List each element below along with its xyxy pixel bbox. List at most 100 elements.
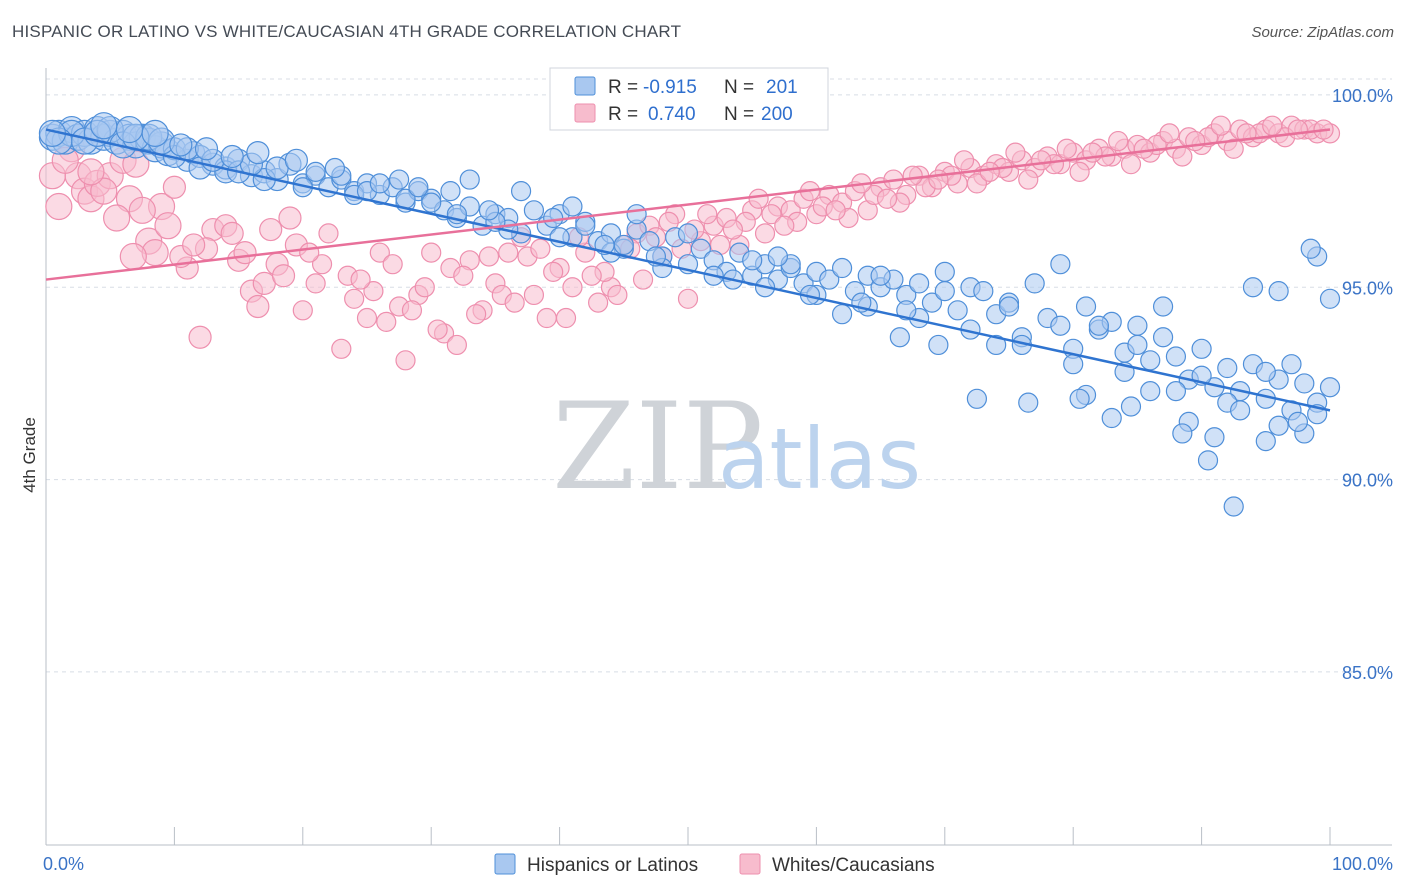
whites-caucasians-point	[119, 242, 147, 271]
hispanics-latinos-point	[284, 148, 308, 172]
whites-caucasians-point	[278, 206, 302, 230]
whites-caucasians-point	[376, 311, 397, 332]
whites-caucasians-point	[292, 300, 313, 321]
hispanics-latinos-point	[305, 161, 326, 182]
whites-caucasians-point	[350, 269, 371, 290]
hispanics-latinos-point	[459, 169, 480, 190]
watermark-zip: ZIP	[552, 378, 764, 517]
whites-caucasians-point	[382, 254, 403, 275]
whites-trend-line	[45, 128, 1331, 281]
whites-caucasians-point	[271, 264, 296, 288]
hispanics-latinos-point	[1165, 346, 1187, 367]
hispanics-latinos-point	[831, 257, 853, 279]
hispanics-latinos-point	[141, 119, 169, 147]
whites-caucasians-point	[1287, 119, 1309, 140]
stats-r-value-2: 0.740	[648, 104, 696, 125]
whites-caucasians-point	[774, 215, 795, 236]
whites-caucasians-point	[154, 212, 182, 240]
whites-caucasians-point	[1069, 161, 1090, 182]
hispanics-latinos-point	[1088, 315, 1109, 336]
hispanics-latinos-point	[998, 296, 1020, 317]
whites-caucasians-point	[825, 200, 846, 221]
whites-caucasians-point	[1120, 154, 1142, 175]
hispanics-latinos-point	[1294, 373, 1315, 394]
whites-caucasians-point	[607, 284, 628, 306]
whites-caucasians-point	[299, 242, 320, 263]
hispanics-latinos-point	[690, 238, 711, 259]
x-tick-label-0: 0.0%	[43, 854, 84, 874]
hispanics-latinos-point	[909, 273, 930, 294]
hispanics-latinos-point	[1152, 296, 1174, 317]
hispanics-latinos-point	[870, 265, 891, 286]
stats-n-label-1: N =	[724, 77, 754, 98]
hispanics-latinos-point	[1300, 238, 1321, 259]
hispanics-latinos-point	[819, 269, 840, 290]
whites-caucasians-point	[523, 284, 545, 306]
whites-caucasians-point	[1223, 138, 1244, 159]
stats-r-label-2: R =	[608, 104, 638, 125]
whites-caucasians-point	[421, 242, 442, 263]
whites-caucasians-point	[562, 277, 583, 298]
whites-caucasians-point	[401, 300, 423, 321]
hispanics-latinos-point	[1255, 431, 1276, 452]
hispanics-latinos-point	[1140, 350, 1161, 371]
whites-caucasians-point	[697, 204, 718, 225]
hispanics-latinos-point	[1018, 392, 1039, 413]
hispanics-latinos-point	[246, 141, 270, 165]
hispanics-latinos-point	[934, 261, 955, 282]
whites-caucasians-point	[427, 319, 448, 340]
whites-caucasians-point	[395, 350, 416, 371]
hispanics-latinos-point	[1172, 423, 1193, 444]
legend-label-hispanics: Hispanics or Latinos	[527, 855, 698, 876]
hispanics-latinos-point	[562, 196, 583, 217]
x-tick-label-1: 100.0%	[1332, 854, 1393, 874]
whites-caucasians-point	[761, 204, 782, 225]
whites-caucasians-point	[305, 273, 326, 294]
hispanics-latinos-point	[90, 112, 118, 140]
stats-swatch-pink	[574, 103, 596, 123]
hispanics-latinos-point	[478, 200, 500, 221]
hispanics-latinos-point	[1152, 327, 1174, 348]
whites-caucasians-point	[530, 238, 551, 259]
whites-caucasians-point	[498, 242, 519, 263]
hispanics-latinos-point	[169, 133, 193, 157]
hispanics-latinos-point	[1230, 400, 1251, 421]
hispanics-latinos-point	[194, 137, 219, 161]
whites-caucasians-point	[722, 219, 744, 240]
whites-caucasians-point	[446, 334, 467, 356]
watermark: ZIP atlas	[552, 378, 921, 517]
whites-caucasians-point	[754, 223, 776, 244]
whites-caucasians-point	[1185, 130, 1206, 152]
hispanics-latinos-point	[1120, 396, 1142, 417]
hispanics-latinos-point	[220, 144, 244, 169]
whites-caucasians-point	[902, 165, 923, 186]
hispanics-latinos-point	[1242, 277, 1264, 298]
hispanics-latinos-points	[38, 112, 1341, 517]
whites-caucasians-point	[188, 325, 212, 349]
whites-caucasians-point	[504, 292, 525, 313]
whites-caucasians-point	[555, 307, 577, 329]
hispanics-latinos-point	[767, 246, 788, 267]
whites-caucasians-point	[1159, 123, 1180, 144]
hispanics-latinos-point	[115, 115, 144, 144]
hispanics-latinos-point	[947, 300, 968, 321]
whites-caucasians-point	[318, 223, 339, 244]
whites-caucasians-point	[876, 188, 898, 209]
whites-caucasians-point	[632, 269, 654, 290]
hispanics-latinos-point	[613, 234, 634, 256]
whites-caucasians-point	[220, 221, 244, 246]
whites-caucasians-point	[356, 307, 378, 329]
hispanics-latinos-point	[966, 388, 988, 409]
hispanics-latinos-point	[896, 300, 917, 321]
hispanics-latinos-point	[1223, 496, 1244, 517]
source-label: Source: ZipAtlas.com	[1251, 24, 1394, 41]
whites-caucasians-point	[90, 177, 118, 205]
whites-caucasians-point	[1262, 115, 1283, 136]
whites-caucasians-point	[543, 261, 564, 282]
whites-caucasians-point	[466, 304, 487, 325]
whites-caucasians-point	[453, 265, 474, 286]
hispanics-latinos-point	[1063, 354, 1084, 375]
hispanics-latinos-point	[1050, 315, 1071, 336]
whites-caucasians-point	[259, 217, 283, 242]
